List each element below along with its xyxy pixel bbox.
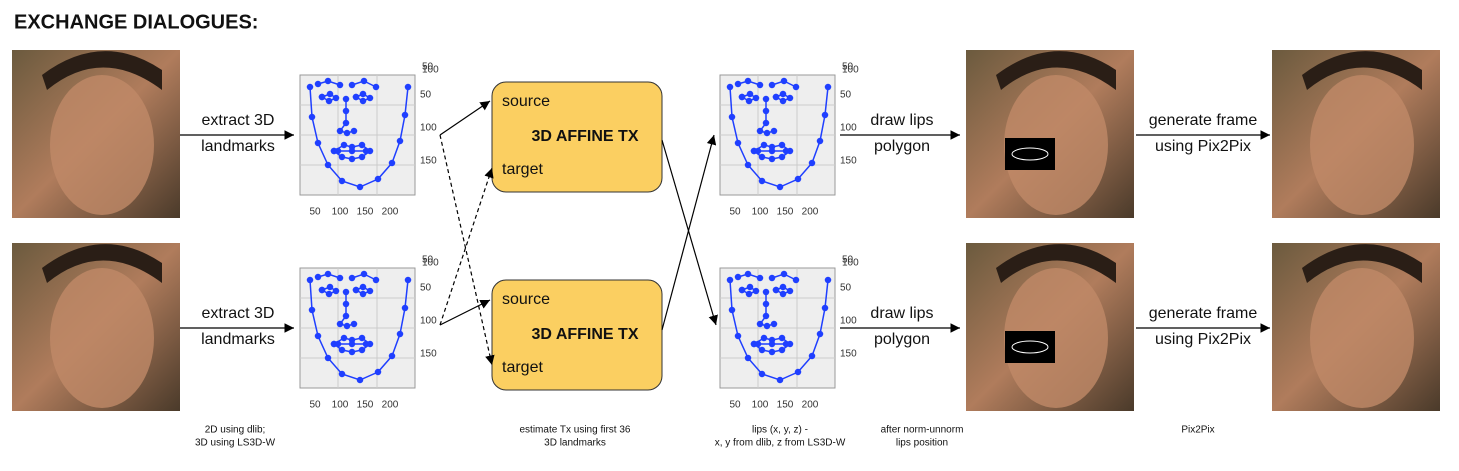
lips-box (1005, 331, 1055, 363)
arrow-label: draw lips (870, 305, 933, 322)
x-tick-label: 150 (777, 400, 794, 411)
z-tick-label: 100 (422, 65, 439, 76)
y-tick-label: 150 (840, 349, 857, 360)
arrow-label: extract 3D (202, 305, 275, 322)
x-tick-label: 100 (332, 400, 349, 411)
x-tick-label: 100 (332, 207, 349, 218)
box-source: source (502, 93, 550, 110)
caption: 2D using dlib; (205, 425, 266, 436)
landmark-plot (720, 268, 835, 388)
arrow (439, 134, 495, 366)
y-tick-label: 150 (420, 156, 437, 167)
landmark-plot (300, 268, 415, 388)
face-photo (1272, 243, 1440, 411)
arrow-label: polygon (874, 138, 930, 155)
x-tick-label: 150 (357, 400, 374, 411)
z-tick-label: 100 (842, 65, 859, 76)
face-photo (12, 243, 180, 411)
face-photo (966, 50, 1134, 218)
caption: x, y from dlib, z from LS3D-W (715, 438, 846, 449)
arrow-label: using Pix2Pix (1155, 331, 1251, 348)
face-photo (1272, 50, 1440, 218)
box-label: 3D AFFINE TX (532, 326, 639, 343)
landmark-plot (300, 75, 415, 195)
y-tick-label: 100 (420, 123, 437, 134)
x-tick-label: 100 (752, 400, 769, 411)
arrow (661, 139, 718, 326)
face-photo (966, 243, 1134, 411)
arrow (439, 299, 491, 326)
y-tick-label: 50 (840, 283, 852, 294)
y-tick-label: 150 (420, 349, 437, 360)
x-tick-label: 200 (802, 400, 819, 411)
box-target: target (502, 161, 543, 178)
arrow-label: generate frame (1149, 305, 1258, 322)
title: EXCHANGE DIALOGUES: (14, 11, 258, 33)
caption: estimate Tx using first 36 (520, 425, 631, 436)
arrow-label: landmarks (201, 138, 275, 155)
arrow (661, 134, 717, 331)
box-source: source (502, 291, 550, 308)
y-tick-label: 50 (420, 283, 432, 294)
arrow-label: draw lips (870, 112, 933, 129)
y-tick-label: 50 (420, 90, 432, 101)
caption: 3D using LS3D-W (195, 438, 276, 449)
x-tick-label: 50 (729, 400, 741, 411)
z-tick-label: 100 (842, 258, 859, 269)
y-tick-label: 100 (420, 316, 437, 327)
arrow-label: landmarks (201, 331, 275, 348)
arrow (439, 100, 491, 136)
x-tick-label: 150 (777, 207, 794, 218)
x-tick-label: 200 (382, 400, 399, 411)
x-tick-label: 50 (309, 207, 321, 218)
arrow-label: generate frame (1149, 112, 1258, 129)
landmark-plot (720, 75, 835, 195)
arrow-label: using Pix2Pix (1155, 138, 1251, 155)
x-tick-label: 200 (382, 207, 399, 218)
caption: lips (x, y, z) - (752, 425, 808, 436)
arrow-label: extract 3D (202, 112, 275, 129)
caption: after norm-unnorm (881, 425, 964, 436)
box-label: 3D AFFINE TX (532, 128, 639, 145)
caption: Pix2Pix (1181, 425, 1214, 436)
x-tick-label: 50 (309, 400, 321, 411)
x-tick-label: 150 (357, 207, 374, 218)
affine-box (491, 81, 663, 193)
x-tick-label: 50 (729, 207, 741, 218)
y-tick-label: 150 (840, 156, 857, 167)
lips-box (1005, 138, 1055, 170)
arrow (439, 167, 494, 326)
z-tick-label: 50 (842, 255, 854, 266)
z-tick-label: 50 (422, 255, 434, 266)
x-tick-label: 100 (752, 207, 769, 218)
face-photo (12, 50, 180, 218)
caption: 3D landmarks (544, 438, 606, 449)
caption: lips position (896, 438, 948, 449)
z-tick-label: 50 (422, 62, 434, 73)
lips-outline (1011, 147, 1049, 161)
cross-arrows (439, 100, 718, 366)
y-tick-label: 50 (840, 90, 852, 101)
z-tick-label: 100 (422, 258, 439, 269)
arrow-label: polygon (874, 331, 930, 348)
lips-outline (1011, 340, 1049, 354)
y-tick-label: 100 (840, 316, 857, 327)
y-tick-label: 100 (840, 123, 857, 134)
x-tick-label: 200 (802, 207, 819, 218)
z-tick-label: 50 (842, 62, 854, 73)
box-target: target (502, 359, 543, 376)
affine-box (491, 279, 663, 391)
